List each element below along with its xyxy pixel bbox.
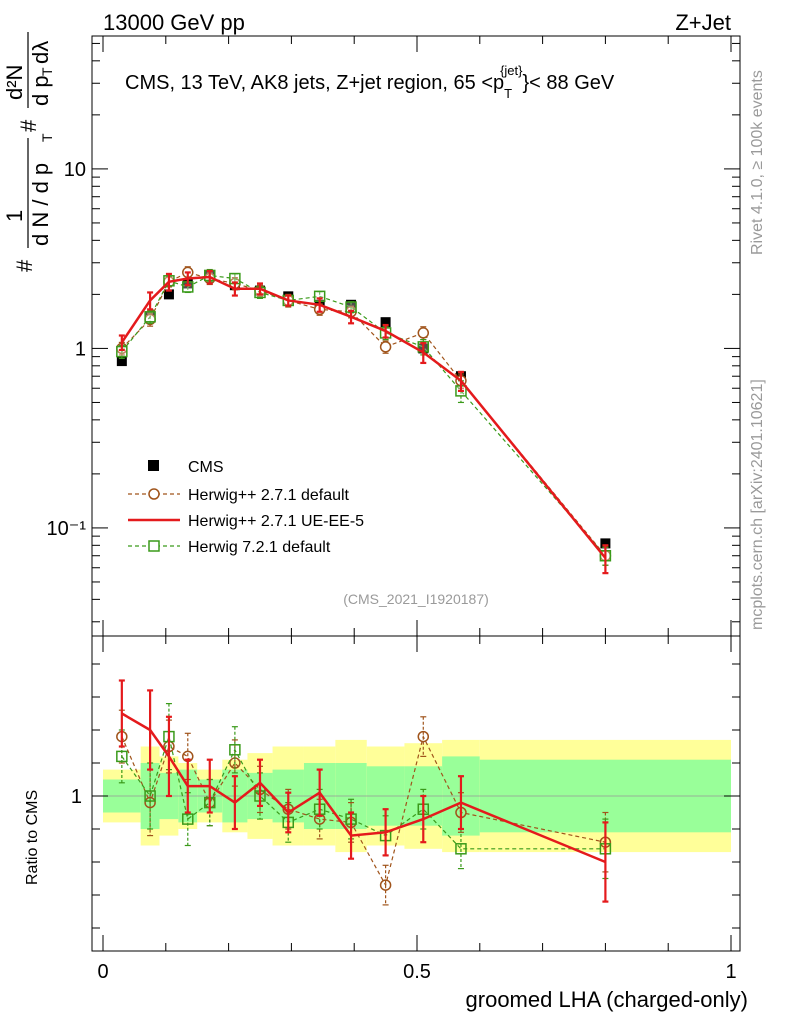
series-line bbox=[121, 734, 606, 850]
main-title-sup: {jet} bbox=[500, 63, 523, 78]
analysis-id: (CMS_2021_I1920187) bbox=[343, 591, 489, 607]
main-y-tick-label: 10 bbox=[64, 159, 86, 181]
legend: CMS Herwig++ 2.7.1 default Herwig++ 2.7.1 … bbox=[128, 459, 364, 556]
ratio-herwig721-point bbox=[229, 744, 241, 756]
ylabel-denominator2: d p bbox=[28, 75, 53, 106]
main-axis-ticks: 10⁻¹ 1 10 bbox=[47, 36, 740, 636]
x-tick-label: 0.5 bbox=[403, 961, 431, 983]
cms-data-point bbox=[600, 538, 611, 549]
main-y-tick-label: 1 bbox=[75, 338, 86, 360]
main-title-prefix: CMS, 13 TeV, AK8 jets, Z+jet region, 65 … bbox=[125, 72, 504, 94]
ratio-axis-ticks: 10 0.5 1 bbox=[71, 636, 740, 983]
ratio-herwig721-point bbox=[116, 750, 128, 763]
main-title-sub: T bbox=[504, 86, 512, 101]
ratio-y-axis-label: Ratio to CMS bbox=[24, 790, 41, 885]
main-plot-area: 10⁻¹ 1 10 CMS, 13 TeV, AK8 jets, Z+jet reg… bbox=[47, 35, 741, 637]
legend-herwig271-marker bbox=[148, 488, 160, 500]
ratio-plot-frame bbox=[91, 635, 741, 952]
ratio-plot-area: 10 0.5 1 bbox=[71, 635, 741, 983]
main-title: CMS, 13 TeV, AK8 jets, Z+jet region, 65 … bbox=[125, 63, 615, 101]
ylabel-numerator2: d²N bbox=[2, 65, 27, 100]
legend-entry-label: Herwig++ 2.7.1 default bbox=[188, 487, 350, 504]
herwig271-point bbox=[379, 341, 392, 353]
legend-herwig721-marker bbox=[148, 540, 160, 552]
cms-data-point bbox=[116, 356, 127, 367]
ylabel-hash2: # bbox=[16, 119, 41, 132]
main-y-axis-label: # 1 d N / d p T # d²N d p T dλ bbox=[2, 32, 55, 272]
ylabel-den2-tail: dλ bbox=[28, 41, 53, 64]
ratio-herwig271-point bbox=[144, 796, 156, 809]
series-line bbox=[121, 712, 606, 864]
x-axis-label: groomed LHA (charged-only) bbox=[466, 987, 748, 1012]
cms-data-point bbox=[163, 289, 174, 300]
ratio-herwig271-point bbox=[417, 730, 430, 743]
ratio-herwig721-point bbox=[182, 813, 194, 825]
ratio-series-group bbox=[116, 679, 612, 906]
legend-entry-label: CMS bbox=[188, 459, 224, 476]
series-line bbox=[120, 275, 607, 559]
header-left: 13000 GeV pp bbox=[103, 10, 245, 35]
ylabel-den2-sub: T bbox=[39, 67, 55, 76]
header-right: Z+Jet bbox=[675, 10, 731, 35]
ylabel-one: 1 bbox=[2, 210, 27, 222]
ylabel-den-sub: T bbox=[39, 133, 55, 142]
herwig721-point bbox=[144, 311, 156, 323]
ratio-herwig721-point bbox=[144, 790, 156, 802]
series-line bbox=[121, 274, 606, 557]
x-tick-label: 0 bbox=[97, 961, 108, 983]
ratio-y-tick-label: 1 bbox=[71, 786, 82, 808]
main-title-suffix: }< 88 GeV bbox=[523, 72, 615, 94]
main-y-tick-label: 10⁻¹ bbox=[47, 518, 87, 540]
x-tick-label: 1 bbox=[725, 961, 736, 983]
cms-data-point bbox=[346, 299, 357, 310]
cms-data-point bbox=[380, 317, 391, 328]
mcplots-label: mcplots.cern.ch [arXiv:2401.10621] bbox=[749, 379, 766, 630]
legend-entry-label: Herwig 7.2.1 default bbox=[188, 539, 331, 556]
main-series-group bbox=[116, 266, 612, 575]
ratio-herwig721-point bbox=[455, 843, 467, 855]
ylabel-hash1: # bbox=[12, 259, 37, 272]
ylabel-denominator: d N / d p bbox=[28, 163, 53, 246]
herwig271-point bbox=[417, 327, 430, 339]
legend-cms-marker bbox=[148, 460, 159, 471]
legend-entry-label: Herwig++ 2.7.1 UE-EE-5 bbox=[188, 513, 364, 530]
ratio-herwig271-point bbox=[379, 879, 392, 891]
rivet-version-label: Rivet 4.1.0, ≥ 100k events bbox=[749, 70, 766, 255]
